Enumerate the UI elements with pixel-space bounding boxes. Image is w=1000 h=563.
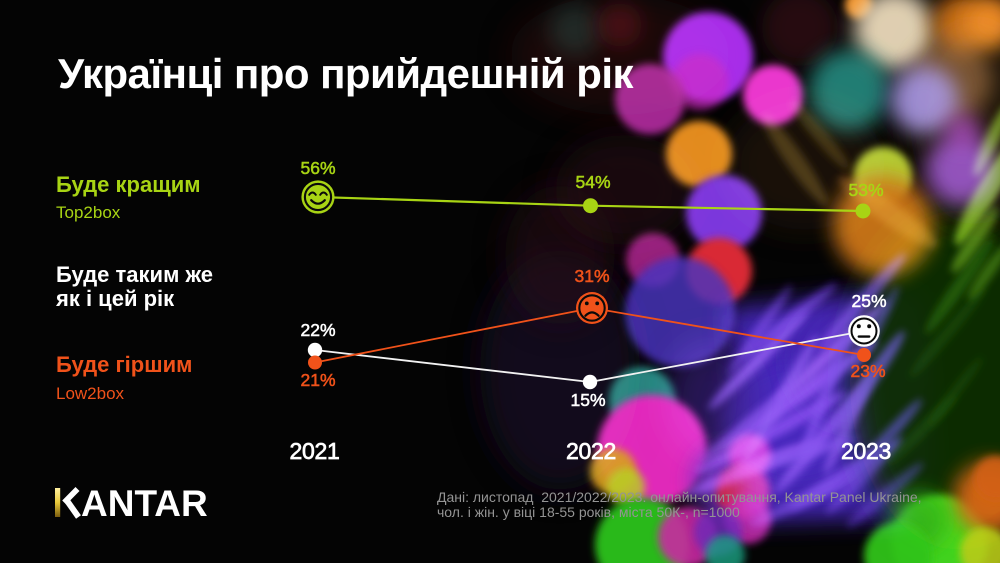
- svg-text:ANTAR: ANTAR: [81, 487, 208, 519]
- svg-text:54%: 54%: [575, 172, 610, 192]
- svg-text:2022: 2022: [566, 438, 616, 464]
- svg-text:15%: 15%: [570, 390, 605, 410]
- svg-text:56%: 56%: [300, 158, 335, 178]
- svg-text:31%: 31%: [574, 266, 609, 286]
- svg-text:22%: 22%: [300, 320, 335, 340]
- svg-text:23%: 23%: [850, 361, 885, 381]
- svg-text:25%: 25%: [851, 291, 886, 311]
- svg-text:2023: 2023: [841, 438, 891, 464]
- svg-text:53%: 53%: [848, 180, 883, 200]
- svg-text:21%: 21%: [300, 370, 335, 390]
- svg-text:2021: 2021: [290, 438, 340, 464]
